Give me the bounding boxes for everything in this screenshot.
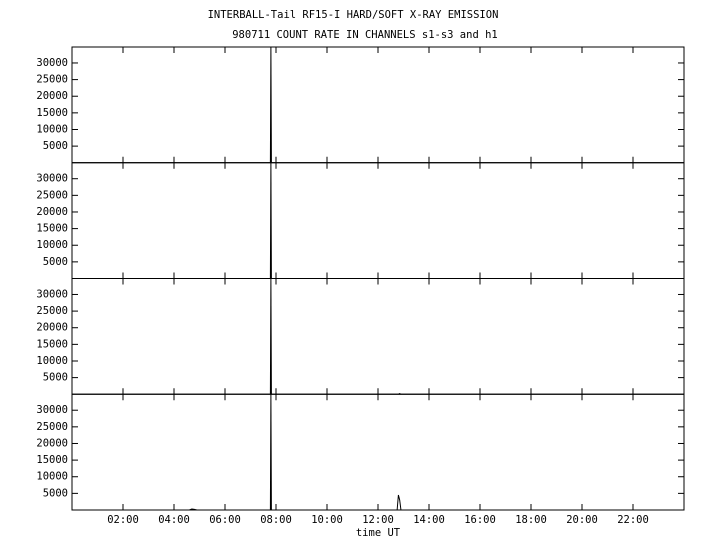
y-tick-label: 10000 <box>36 355 68 367</box>
data-line <box>72 278 684 395</box>
x-tick-label: 10:00 <box>311 514 343 526</box>
data-line <box>72 162 684 279</box>
y-tick-label: 5000 <box>43 487 68 499</box>
y-tick-label: 5000 <box>43 372 68 384</box>
y-tick-label: 5000 <box>43 140 68 152</box>
y-tick-label: 20000 <box>36 437 68 449</box>
y-tick-label: 25000 <box>36 305 68 317</box>
x-tick-label: 02:00 <box>107 514 139 526</box>
x-tick-label: 08:00 <box>260 514 292 526</box>
panel-frame <box>71 46 685 164</box>
panel-frame <box>71 393 685 511</box>
y-tick-label: 10000 <box>36 471 68 483</box>
x-tick-label: 20:00 <box>566 514 598 526</box>
chart-subtitle: 980711 COUNT RATE IN CHANNELS s1-s3 and … <box>232 29 498 41</box>
x-tick-label: 14:00 <box>413 514 445 526</box>
data-line <box>72 47 684 163</box>
x-tick-label: 22:00 <box>617 514 649 526</box>
chart-title: INTERBALL-Tail RF15-I HARD/SOFT X-RAY EM… <box>208 9 499 21</box>
panel-frame <box>71 162 685 279</box>
x-tick-label: 18:00 <box>515 514 547 526</box>
y-tick-label: 25000 <box>36 74 68 86</box>
y-tick-label: 25000 <box>36 189 68 201</box>
data-line <box>72 394 684 510</box>
y-tick-label: 15000 <box>36 454 68 466</box>
y-tick-label: 15000 <box>36 223 68 235</box>
y-tick-label: 30000 <box>36 173 68 185</box>
y-tick-label: 15000 <box>36 107 68 119</box>
y-tick-label: 5000 <box>43 256 68 268</box>
y-tick-label: 20000 <box>36 322 68 334</box>
y-tick-label: 20000 <box>36 206 68 218</box>
y-tick-label: 30000 <box>36 288 68 300</box>
y-tick-label: 10000 <box>36 239 68 251</box>
y-tick-label: 30000 <box>36 404 68 416</box>
y-tick-label: 15000 <box>36 338 68 350</box>
y-tick-label: 10000 <box>36 123 68 135</box>
x-axis-label: time UT <box>356 527 401 539</box>
y-tick-label: 30000 <box>36 57 68 69</box>
y-tick-label: 25000 <box>36 421 68 433</box>
y-tick-label: 20000 <box>36 90 68 102</box>
x-tick-label: 16:00 <box>464 514 496 526</box>
x-tick-label: 12:00 <box>362 514 394 526</box>
x-tick-label: 04:00 <box>158 514 190 526</box>
panel-frame <box>71 278 685 395</box>
x-tick-label: 06:00 <box>209 514 241 526</box>
